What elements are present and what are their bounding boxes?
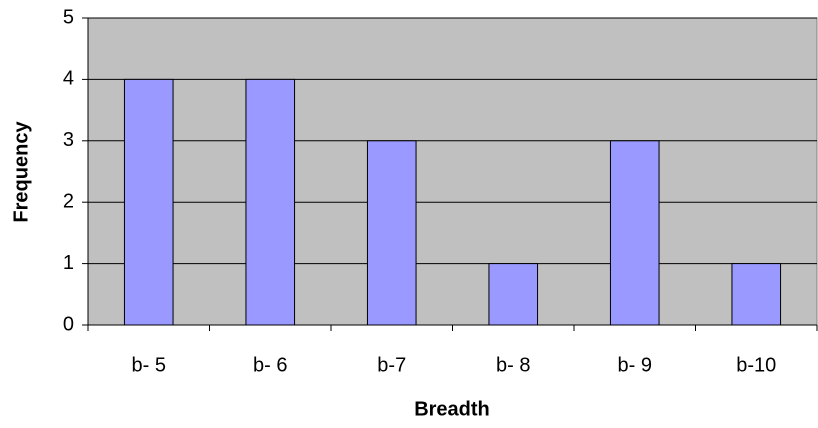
x-tick-label: b- 8 — [496, 354, 530, 376]
bar — [731, 263, 782, 326]
bar — [366, 140, 417, 326]
y-tick-label: 2 — [63, 190, 74, 212]
bar — [123, 78, 174, 326]
y-tick-label: 1 — [63, 252, 74, 274]
x-tick-label: b- 9 — [618, 354, 652, 376]
plot-area — [87, 17, 818, 326]
bar — [245, 78, 296, 326]
x-tick-label: b- 5 — [132, 354, 166, 376]
x-axis-label: Breadth — [414, 398, 490, 420]
bar — [488, 263, 539, 326]
y-tick-label: 3 — [63, 129, 74, 151]
y-tick-label: 0 — [63, 313, 74, 335]
y-axis-label: Frequency — [10, 121, 32, 223]
x-tick-label: b-10 — [736, 354, 776, 376]
bar — [609, 140, 660, 326]
y-tick-label: 5 — [63, 6, 74, 28]
y-tick-label: 4 — [63, 68, 74, 90]
x-tick-label: b- 6 — [253, 354, 287, 376]
x-tick-label: b-7 — [377, 354, 406, 376]
